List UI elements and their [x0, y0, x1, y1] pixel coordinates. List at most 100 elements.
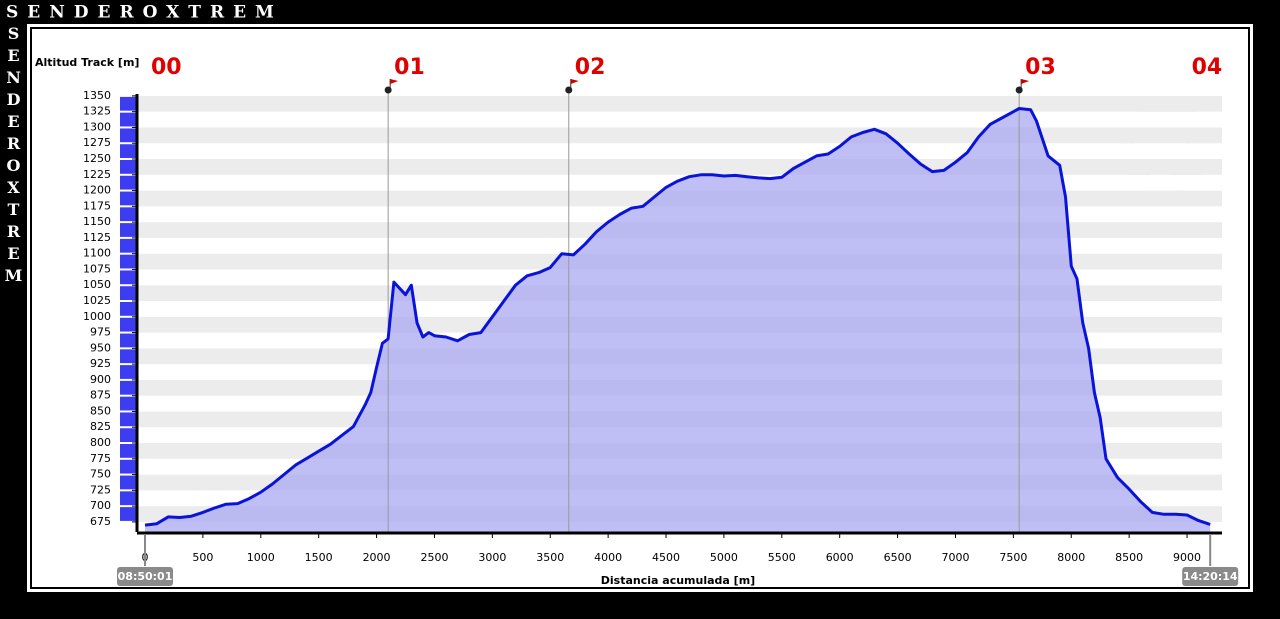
waypoint-dot	[1015, 86, 1023, 94]
waypoint-dot	[384, 86, 392, 94]
scale-block	[120, 238, 136, 253]
y-tick-label: 1175	[83, 199, 111, 212]
y-tick-label: 1000	[83, 310, 111, 323]
waypoint-label: 01	[394, 55, 425, 80]
scale-block	[120, 128, 136, 143]
scale-block	[120, 302, 136, 316]
waypoint-label: 03	[1025, 55, 1056, 80]
y-tick-label: 1150	[83, 215, 111, 228]
y-tick-label: 1025	[83, 294, 111, 307]
time-label: 08:50:01	[118, 570, 173, 583]
scale-block	[120, 144, 136, 159]
scale-block	[120, 412, 136, 427]
scale-block	[120, 112, 136, 127]
waypoint-dot	[565, 86, 573, 94]
y-axis-title: Altitud Track [m]	[35, 56, 139, 69]
time-box	[117, 567, 174, 586]
grid-band	[137, 95, 1222, 112]
flag	[1021, 79, 1030, 84]
x-tick-label: 9000	[1173, 551, 1201, 564]
x-tick-label: 6000	[826, 551, 854, 564]
scale-block	[120, 396, 136, 411]
scale-block	[120, 444, 136, 458]
x-tick-label: 5000	[710, 551, 738, 564]
y-tick-label: 1075	[83, 262, 111, 275]
y-tick-label: 775	[90, 452, 111, 465]
scale-block	[120, 380, 136, 395]
grid-band	[137, 111, 1222, 128]
scale-block	[120, 475, 136, 490]
y-tick-label: 950	[90, 341, 111, 354]
x-tick-label: 4000	[594, 551, 622, 564]
x-tick-label: 1000	[247, 551, 275, 564]
y-tick-label: 1050	[83, 278, 111, 291]
scale-block	[120, 317, 136, 332]
scale-block	[120, 96, 136, 111]
scale-block	[120, 428, 136, 443]
x-axis-title: Distancia acumulada [m]	[601, 574, 755, 587]
y-tick-label: 975	[90, 326, 111, 339]
y-tick-label: 1350	[83, 89, 111, 102]
scale-block	[120, 207, 136, 222]
y-tick-label: 1300	[83, 120, 111, 133]
scale-block	[120, 507, 136, 521]
grid-band	[137, 143, 1222, 160]
y-tick-label: 725	[90, 483, 111, 496]
time-box	[1182, 567, 1239, 586]
x-tick-label: 1500	[305, 551, 333, 564]
scale-block	[120, 191, 136, 206]
y-tick-label: 850	[90, 404, 111, 417]
x-tick-label: 4500	[652, 551, 680, 564]
scale-block	[120, 365, 136, 379]
area-fill	[145, 108, 1211, 532]
y-tick-label: 1200	[83, 184, 111, 197]
y-tick-label: 1125	[83, 231, 111, 244]
scale-block	[120, 349, 136, 364]
x-tick-label: 8000	[1057, 551, 1085, 564]
time-label: 14:20:14	[1183, 570, 1238, 583]
scale-block	[120, 286, 136, 301]
brand: SENDEROXTREM	[6, 3, 283, 23]
x-tick-label: 2500	[420, 551, 448, 564]
x-tick-label: 6500	[884, 551, 912, 564]
scale-block	[120, 254, 136, 269]
grid-band	[137, 94, 1222, 96]
brand-vertical: SENDEROXTREM	[4, 24, 23, 288]
x-tick-label: 5500	[768, 551, 796, 564]
scale-block	[120, 333, 136, 348]
waypoint-label: 04	[1192, 55, 1223, 80]
y-tick-label: 750	[90, 468, 111, 481]
scale-block	[120, 175, 136, 190]
waypoint-label: 00	[151, 55, 182, 80]
y-tick-label: 1100	[83, 247, 111, 260]
y-tick-label: 675	[90, 515, 111, 528]
x-tick-label: 3000	[478, 551, 506, 564]
x-tick-label: 7500	[999, 551, 1027, 564]
x-tick-label: 7000	[941, 551, 969, 564]
x-tick-label: 8500	[1115, 551, 1143, 564]
y-tick-label: 1325	[83, 105, 111, 118]
y-tick-label: 900	[90, 373, 111, 386]
y-tick-label: 1275	[83, 136, 111, 149]
y-tick-label: 700	[90, 499, 111, 512]
flag	[390, 79, 399, 84]
x-tick-label: 500	[192, 551, 213, 564]
x-tick-label: 3500	[536, 551, 564, 564]
y-tick-label: 825	[90, 420, 111, 433]
grid-band	[137, 127, 1222, 144]
scale-block	[120, 459, 136, 474]
panel-border	[30, 27, 1250, 589]
scale-block	[120, 223, 136, 237]
waypoint-label: 02	[575, 55, 606, 80]
scale-block	[120, 491, 136, 506]
x-tick-label: 2000	[363, 551, 391, 564]
elevation-line	[144, 107, 1211, 527]
y-tick-label: 1250	[83, 152, 111, 165]
scale-block	[120, 160, 136, 174]
y-tick-label: 1225	[83, 168, 111, 181]
scale-block	[120, 270, 136, 285]
flag	[570, 79, 579, 84]
y-tick-label: 875	[90, 389, 111, 402]
